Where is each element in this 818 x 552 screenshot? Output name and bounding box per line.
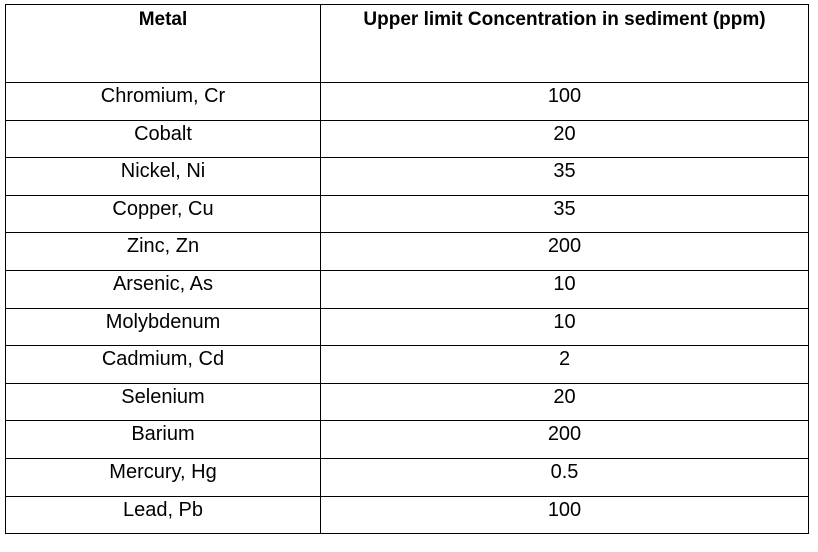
- table-row: Arsenic, As 10: [5, 269, 809, 309]
- limit-cell: 100: [320, 495, 809, 535]
- limit-cell: 100: [320, 82, 809, 121]
- limit-cell: 10: [320, 269, 809, 309]
- metal-cell: Zinc, Zn: [5, 232, 321, 271]
- limit-cell: 200: [320, 420, 809, 459]
- metal-cell: Barium: [5, 420, 321, 459]
- table-row: Cadmium, Cd 2: [5, 345, 809, 384]
- metal-cell: Arsenic, As: [5, 269, 321, 309]
- metal-cell: Copper, Cu: [5, 194, 321, 234]
- limit-cell: 0.5: [320, 457, 809, 497]
- metal-cell: Nickel, Ni: [5, 157, 321, 196]
- header-cell: Upper limit Concentration in sediment (p…: [320, 4, 809, 83]
- table-row: Cobalt 20: [5, 119, 809, 159]
- limit-cell: 20: [320, 119, 809, 159]
- metal-cell: Molybdenum: [5, 307, 321, 347]
- limit-cell: 35: [320, 157, 809, 196]
- table-row: Nickel, Ni 35: [5, 157, 809, 196]
- table-row: Mercury, Hg 0.5: [5, 457, 809, 497]
- table-header: Metal Upper limit Concentration in sedim…: [5, 4, 809, 83]
- table-row: Molybdenum 10: [5, 307, 809, 347]
- metal-cell: Cobalt: [5, 119, 321, 159]
- limit-cell: 200: [320, 232, 809, 271]
- table-row: Selenium 20: [5, 382, 809, 422]
- limits-table: Metal Upper limit Concentration in sedim…: [5, 4, 809, 535]
- limit-cell: 35: [320, 194, 809, 234]
- header-cell: Metal: [5, 4, 321, 83]
- metal-cell: Chromium, Cr: [5, 82, 321, 121]
- metal-cell: Lead, Pb: [5, 495, 321, 535]
- metal-cell: Mercury, Hg: [5, 457, 321, 497]
- table-row: Barium 200: [5, 420, 809, 459]
- table-row: Chromium, Cr 100: [5, 82, 809, 121]
- limit-cell: 2: [320, 345, 809, 384]
- limit-cell: 10: [320, 307, 809, 347]
- header-row: Metal Upper limit Concentration in sedim…: [5, 4, 809, 83]
- table-row: Copper, Cu 35: [5, 194, 809, 234]
- metal-cell: Cadmium, Cd: [5, 345, 321, 384]
- table-row: Zinc, Zn 200: [5, 232, 809, 271]
- metal-cell: Selenium: [5, 382, 321, 422]
- table-row: Lead, Pb 100: [5, 495, 809, 535]
- limit-cell: 20: [320, 382, 809, 422]
- table-body: Chromium, Cr 100 Cobalt 20 Nickel, Ni 35 Coppe…: [5, 82, 809, 535]
